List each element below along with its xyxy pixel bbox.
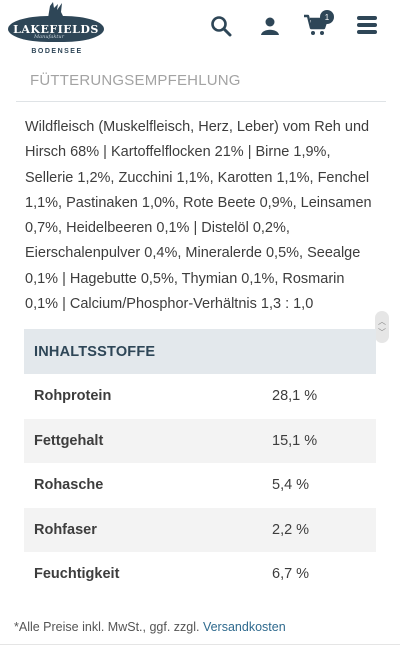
footnote-text: *Alle Preise inkl. MwSt., ggf. zzgl. (14, 620, 203, 634)
footer-divider (0, 644, 400, 645)
section-title: FÜTTERUNGSEMPFEHLUNG (30, 72, 241, 89)
shipping-costs-link[interactable]: Versandkosten (202, 620, 286, 634)
logo-badge: LAKEFIELDS (8, 16, 104, 42)
chevron-up-icon[interactable]: ︿ (378, 317, 386, 326)
nutrient-name: Rohfaser (24, 507, 262, 552)
table-row: Fettgehalt 15,1 % (24, 418, 376, 463)
site-logo[interactable]: LAKEFIELDS Manufaktur BODENSEE (8, 0, 106, 58)
table-row: Rohfaser 2,2 % (24, 507, 376, 552)
logo-tagline: Manufaktur (34, 34, 65, 40)
site-header: LAKEFIELDS Manufaktur BODENSEE 1 (0, 0, 400, 56)
price-footnote: *Alle Preise inkl. MwSt., ggf. zzgl. Ver… (14, 620, 286, 634)
composition-text: Wildfleisch (Muskelfleisch, Herz, Leber)… (25, 119, 372, 313)
nutrient-name: Rohprotein (24, 374, 262, 419)
logo-animals-icon (48, 2, 64, 18)
section-divider (16, 101, 386, 102)
logo-text: LAKEFIELDS (13, 22, 99, 36)
table-row: Rohprotein 28,1 % (24, 374, 376, 419)
nutrient-name: Feuchtigkeit (24, 552, 262, 597)
nutrient-value: 6,7 % (262, 552, 376, 597)
table-header: INHALTSSTOFFE (24, 329, 376, 374)
scroll-control[interactable]: ︿ ﹀ (375, 311, 389, 343)
nutrient-value: 28,1 % (262, 374, 376, 419)
nutrient-name: Rohasche (24, 463, 262, 508)
nutrient-value: 2,2 % (262, 507, 376, 552)
user-icon[interactable] (256, 12, 284, 40)
table-row: Rohasche 5,4 % (24, 463, 376, 508)
menu-icon[interactable] (354, 12, 380, 38)
cart-count-badge[interactable]: 1 (320, 10, 334, 24)
nutrient-value: 15,1 % (262, 418, 376, 463)
nutrient-value: 5,4 % (262, 463, 376, 508)
table-row: Feuchtigkeit 6,7 % (24, 552, 376, 597)
chevron-down-icon[interactable]: ﹀ (378, 328, 386, 337)
logo-subtitle: BODENSEE (31, 48, 83, 55)
search-icon[interactable] (207, 12, 235, 40)
nutrients-table: INHALTSSTOFFE Rohprotein 28,1 % Fettgeha… (24, 329, 376, 597)
nutrient-name: Fettgehalt (24, 418, 262, 463)
